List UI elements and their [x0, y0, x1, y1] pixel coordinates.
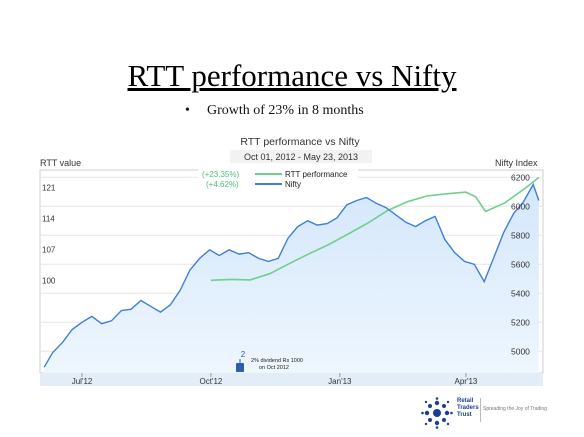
- brand-line-2: Traders: [457, 405, 479, 411]
- left-tick-label: 114: [42, 215, 55, 224]
- right-tick-label: 6200: [511, 172, 530, 182]
- date-range: Oct 01, 2012 - May 23, 2013: [244, 152, 358, 162]
- dividend-annotation: 2 2% dividend Rs 1000 on Oct 2012: [236, 350, 303, 372]
- brand-tagline: Spreading the Joy of Trading: [483, 406, 547, 412]
- x-tick-label: Oct'12: [199, 377, 222, 386]
- left-tick-label: 100: [42, 276, 56, 285]
- annotation-count: 2: [241, 350, 246, 359]
- right-axis-label: Nifty Index: [495, 158, 538, 168]
- x-tick-label: Jan'13: [328, 377, 352, 386]
- retail-traders-trust-logo-icon: [421, 397, 453, 429]
- annotation-line-1: 2% dividend Rs 1000: [251, 358, 303, 364]
- left-axis-label: RTT value: [40, 158, 81, 168]
- left-tick-label: 107: [42, 245, 56, 254]
- annotation-line-2: on Oct 2012: [259, 365, 289, 371]
- legend-pct-rtt: (+23.35%): [202, 170, 239, 179]
- right-tick-label: 5000: [511, 346, 530, 356]
- left-tick-label: 121: [42, 184, 56, 193]
- right-tick-label: 5800: [511, 230, 530, 240]
- left-axis-ticks: 121 114 107 100: [42, 184, 56, 286]
- legend-label-nifty: Nifty: [285, 180, 301, 189]
- rtt-performance-line: [210, 176, 540, 282]
- brand-separator: [480, 398, 481, 422]
- legend-label-rtt: RTT performance: [285, 170, 348, 179]
- brand-line-1: Retail: [457, 398, 474, 404]
- right-tick-label: 5400: [511, 288, 530, 298]
- legend-pct-nifty: (+4.62%): [206, 180, 239, 189]
- legend: (+23.35%) RTT performance (+4.62%) Nifty: [198, 168, 358, 190]
- x-tick-label: Apr'13: [455, 377, 478, 386]
- date-range-box: [230, 150, 372, 163]
- bullet-text: Growth of 23% in 8 months: [207, 103, 364, 118]
- x-axis-band: [40, 373, 543, 386]
- right-tick-label: 5200: [511, 317, 530, 327]
- right-tick-label: 6000: [511, 201, 530, 211]
- annotation-flag-icon: [236, 363, 244, 372]
- nifty-line: [43, 182, 540, 368]
- right-axis-ticks: 6200 6000 5800 5600 5400 5200 5000: [511, 172, 530, 356]
- right-tick-label: 5600: [511, 259, 530, 269]
- legend-box: [198, 168, 358, 190]
- x-tick-label: Jul'12: [72, 377, 93, 386]
- chart-title: RTT performance vs Nifty: [240, 136, 360, 148]
- brand-line-3: Trust: [457, 412, 472, 418]
- slide-title: RTT performance vs Nifty: [127, 58, 457, 93]
- bullet-point: • Growth of 23% in 8 months: [185, 103, 364, 119]
- x-axis-ticks: Jul'12 Oct'12 Jan'13 Apr'13: [72, 373, 478, 386]
- brand-name: Retail Traders Trust: [457, 398, 479, 419]
- nifty-area: [44, 184, 539, 373]
- bullet-dot-icon: •: [185, 103, 190, 118]
